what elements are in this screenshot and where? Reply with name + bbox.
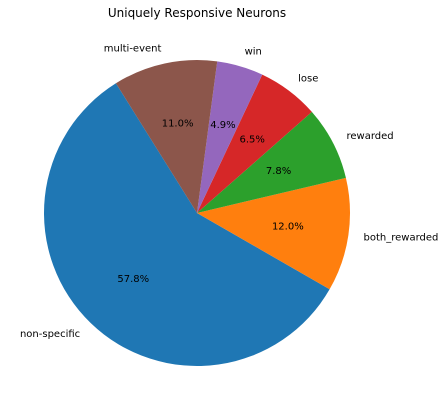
percent-label-both-rewarded: 12.0% <box>272 221 304 232</box>
pie-labels: non-specific 57.8% both_rewarded 12.0% rewar… <box>20 44 438 341</box>
pie-slice-lose <box>197 74 312 213</box>
category-label-multi-event: multi-event <box>104 44 162 55</box>
pie-slice-multi-event <box>115 59 218 213</box>
category-label-rewarded: rewarded <box>347 131 394 142</box>
category-label-non-specific: non-specific <box>20 329 80 340</box>
percent-label-non-specific: 57.8% <box>117 274 149 285</box>
pie-slices <box>43 59 351 367</box>
category-label-both-rewarded: both_rewarded <box>364 232 439 243</box>
percent-label-rewarded: 7.8% <box>266 166 291 177</box>
pie-slice-both-rewarded <box>197 177 351 290</box>
category-label-lose: lose <box>298 73 318 84</box>
percent-label-win: 4.9% <box>210 120 235 131</box>
percent-label-lose: 6.5% <box>239 135 264 146</box>
category-label-win: win <box>245 47 262 58</box>
pie-slice-rewarded <box>197 111 346 213</box>
pie-slice-win <box>197 61 263 214</box>
pie-slice-non-specific <box>43 83 330 367</box>
percent-label-multi-event: 11.0% <box>162 118 194 129</box>
chart-title: Uniquely Responsive Neurons <box>108 6 286 20</box>
